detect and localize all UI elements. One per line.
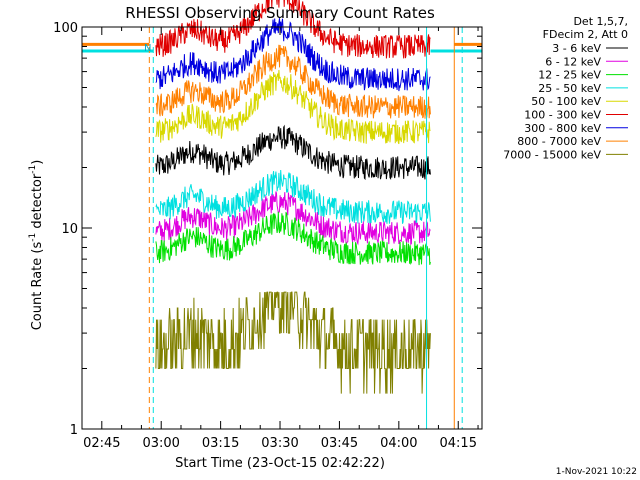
- legend-label-3: 25 - 50 keV: [538, 82, 601, 95]
- marker-n-label: N: [144, 43, 151, 54]
- series-line-2: [155, 211, 431, 266]
- series-line-3: [155, 169, 431, 224]
- legend-label-6: 300 - 800 keV: [524, 122, 601, 135]
- y-axis-label: Count Rate (s-1 detector-1): [28, 160, 45, 331]
- legend-label-5: 100 - 300 keV: [524, 109, 601, 122]
- legend-header-line-2: FDecim 2, Att 0: [543, 28, 628, 41]
- x-tick-label-0: 02:45: [83, 436, 120, 451]
- legend-label-8: 7000 - 15000 keV: [503, 148, 601, 161]
- x-tick-label-4: 03:45: [321, 436, 358, 451]
- y-axis-label-end: ): [30, 160, 45, 165]
- y-axis-label-mid: detector: [30, 173, 45, 233]
- data-layer: [82, 0, 482, 394]
- y-axis-label-sup1: -1: [28, 233, 38, 242]
- x-tick-label-3: 03:30: [261, 436, 298, 451]
- y-tick-label-2: 100: [53, 21, 78, 36]
- y-axis-label-main: Count Rate (s: [30, 242, 45, 331]
- series-line-8: [155, 291, 431, 394]
- legend-label-0: 3 - 6 keV: [552, 42, 601, 55]
- y-tick-label-1: 10: [61, 222, 78, 237]
- series-line-5: [155, 0, 431, 59]
- series-line-0: [155, 124, 431, 181]
- series-line-6: [155, 18, 431, 92]
- legend-header-line-1: Det 1,5,7,: [573, 15, 628, 28]
- chart-title: RHESSI Observing Summary Count Rates: [125, 4, 435, 22]
- legend-label-2: 12 - 25 keV: [538, 69, 601, 82]
- series-line-1: [155, 191, 431, 246]
- y-tick-label-0: 1: [70, 423, 78, 438]
- legend-label-4: 50 - 100 keV: [531, 95, 601, 108]
- series-line-7: [155, 44, 431, 119]
- date-stamp: 1-Nov-2021 10:22: [556, 467, 637, 477]
- axis-layer: 02:45 03:00 03:15 03:30 03:45 04:00 04:15 1 10 10…: [53, 21, 482, 451]
- x-tick-label-1: 03:00: [142, 436, 179, 451]
- series-line-4: [155, 69, 431, 145]
- x-axis-label: Start Time (23-Oct-15 02:42:22): [175, 456, 385, 471]
- legend-label-1: 6 - 12 keV: [545, 55, 601, 68]
- x-tick-label-2: 03:15: [202, 436, 239, 451]
- x-tick-label-5: 04:00: [380, 436, 417, 451]
- legend-label-7: 800 - 7000 keV: [517, 135, 601, 148]
- y-axis-label-sup2: -1: [28, 165, 38, 174]
- x-tick-label-6: 04:15: [440, 436, 477, 451]
- vertical-marker-layer: [148, 27, 463, 429]
